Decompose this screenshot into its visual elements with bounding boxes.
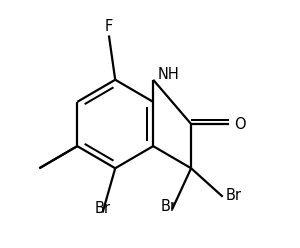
Text: NH: NH — [158, 67, 180, 83]
Text: Br: Br — [161, 199, 177, 214]
Text: Br: Br — [226, 188, 242, 203]
Text: Br: Br — [94, 201, 111, 216]
Text: F: F — [105, 19, 113, 34]
Text: O: O — [234, 117, 245, 131]
